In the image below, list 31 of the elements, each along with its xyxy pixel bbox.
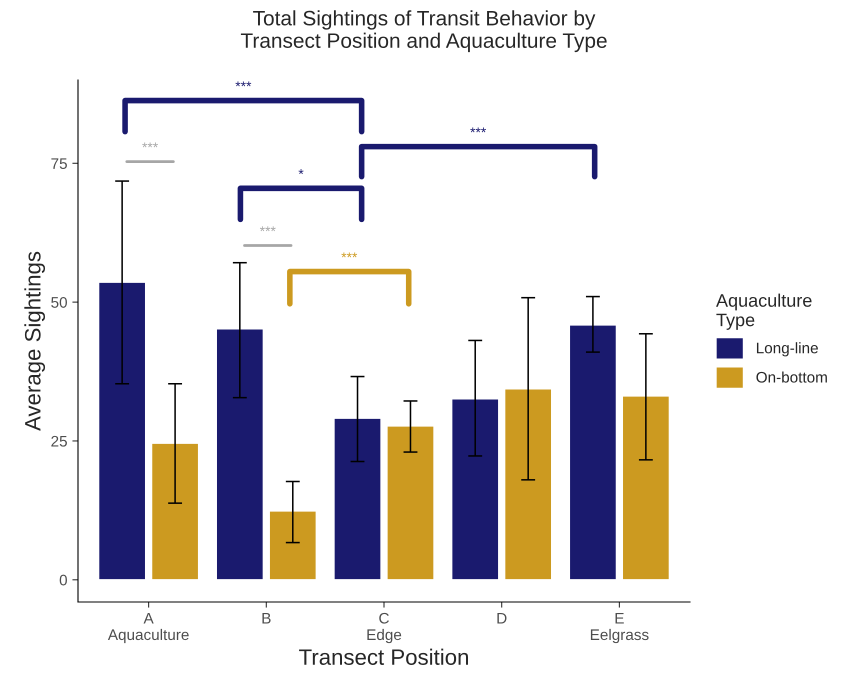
x-tick-label: E Eelgrass	[590, 612, 649, 644]
bar	[504, 388, 552, 580]
x-tick-label: C Edge	[367, 612, 402, 644]
y-tick-label: 50	[51, 296, 67, 308]
y-tick-label: 25	[51, 436, 67, 447]
annotation: ***	[260, 226, 276, 232]
chart-title: Total Sightings of Transit Behavior by Transect Position and Aquaculture Type	[240, 10, 607, 52]
legend-label: On-bottom	[756, 371, 827, 383]
bar	[568, 324, 618, 580]
x-tick-label: B	[262, 612, 271, 624]
bar	[333, 417, 382, 580]
y-tick-label: 0	[60, 574, 67, 586]
bar	[150, 442, 200, 580]
bar	[98, 281, 146, 580]
y-axis-title: Average Sightings	[24, 252, 46, 431]
annotation: *	[298, 169, 304, 174]
annotation: ***	[235, 81, 252, 86]
annotation: ***	[142, 142, 158, 148]
x-tick-label: A Aquaculture	[108, 612, 189, 644]
bar	[216, 328, 264, 580]
y-tick-label: 75	[51, 158, 67, 169]
legend-title: Aquaculture Type	[716, 294, 812, 330]
legend-label: Long-line	[756, 342, 818, 356]
bar	[622, 395, 670, 580]
annotation: ***	[341, 252, 358, 258]
bar	[268, 510, 318, 580]
x-axis-title: Transect Position	[299, 648, 468, 665]
bar	[386, 425, 435, 580]
x-tick-label: D	[497, 612, 506, 624]
bar	[450, 398, 500, 580]
annotation: ***	[470, 128, 486, 132]
